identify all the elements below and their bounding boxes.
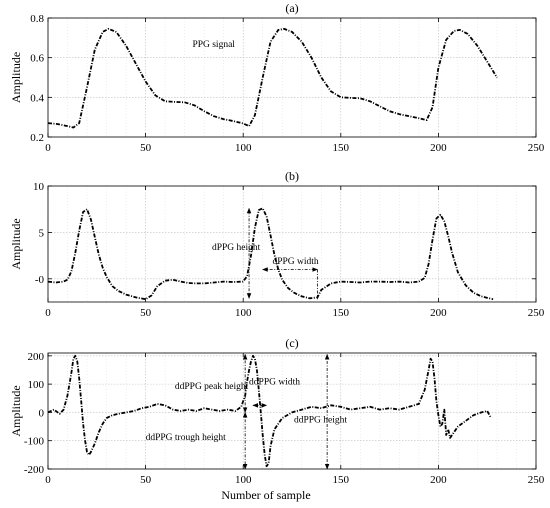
- x-tick-label: 200: [430, 142, 447, 154]
- y-tick-label: 100: [28, 379, 45, 391]
- x-tick-label: 50: [140, 307, 152, 319]
- annotation-label: ddPPG width: [249, 378, 300, 388]
- chart-panel-2: 0 50 100 150 200 250 -200 -100 0 100 200 (c) Amplitu…: [9, 336, 545, 502]
- chart-title: (b): [285, 169, 299, 183]
- x-tick-label: 0: [45, 474, 51, 486]
- x-tick-label: 100: [235, 142, 252, 154]
- series-line-0: [47, 207, 494, 301]
- annotation-label: dPPG width: [272, 257, 318, 267]
- series-line-0: [47, 354, 492, 468]
- x-tick-label: 150: [333, 307, 350, 319]
- y-tick-label: 0: [39, 407, 45, 419]
- x-tick-label: 0: [45, 307, 51, 319]
- y-tick-label: 5: [39, 227, 45, 239]
- y-tick-label: 0.4: [30, 92, 44, 104]
- y-tick-label: -200: [24, 464, 45, 476]
- x-tick-label: 250: [528, 142, 545, 154]
- annotation-label: dPPG height: [212, 243, 261, 253]
- x-tick-label: 50: [140, 474, 152, 486]
- axes-frame: [47, 185, 537, 303]
- x-tick-label: 200: [430, 307, 447, 319]
- x-tick-label: 250: [528, 307, 545, 319]
- chart-title: (a): [285, 1, 298, 15]
- y-tick-label: -100: [24, 436, 45, 448]
- x-tick-label: 250: [528, 474, 545, 486]
- annotation-label: ddPPG trough height: [146, 433, 227, 443]
- y-tick-label: 10: [33, 181, 45, 193]
- annotation-label: ddPPG height: [294, 415, 347, 425]
- y-tick-label: 200: [28, 351, 45, 363]
- y-axis-label: Amplitude: [9, 218, 23, 269]
- x-tick-label: 50: [140, 142, 152, 154]
- x-tick-label: 200: [430, 474, 447, 486]
- annotation-label: ddPPG peak height: [175, 382, 249, 392]
- chart-panel-0: 0 50 100 150 200 250 0.2 0.4 0.6 0.8 (a) Amplitude P…: [9, 1, 545, 154]
- y-tick-label: -0: [35, 274, 45, 286]
- x-tick-label: 150: [333, 142, 350, 154]
- chart-title: (c): [285, 336, 298, 350]
- chart-panel-1: 0 50 100 150 200 250 -0 5 10 (b) Amplitude dPPG hei…: [9, 169, 545, 319]
- series-line-0: [47, 27, 498, 129]
- x-tick-label: 100: [235, 307, 252, 319]
- x-tick-label: 0: [45, 142, 51, 154]
- x-tick-label: 150: [333, 474, 350, 486]
- y-axis-label: Amplitude: [9, 52, 23, 103]
- axes-frame: [47, 352, 537, 470]
- axes-frame: [47, 17, 537, 138]
- x-axis-label: Number of sample: [221, 488, 310, 502]
- y-tick-label: 0.6: [30, 53, 44, 65]
- y-axis-label: Amplitude: [9, 385, 23, 436]
- y-tick-label: 0.2: [30, 132, 44, 144]
- y-tick-label: 0.8: [30, 13, 44, 25]
- annotation-label: PPG signal: [192, 40, 235, 50]
- x-tick-label: 100: [235, 474, 252, 486]
